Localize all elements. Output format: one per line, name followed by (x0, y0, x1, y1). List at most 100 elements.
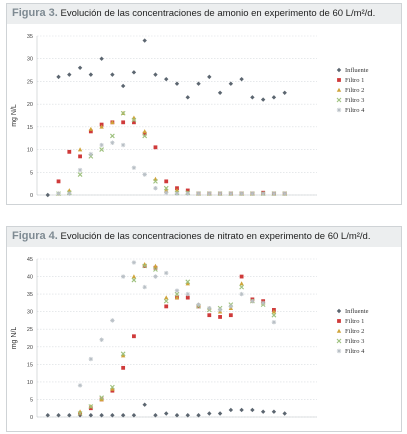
data-point (142, 38, 147, 43)
data-point (239, 284, 245, 290)
figure-3-panel: Figura 3. Evolución de las concentracion… (6, 3, 402, 205)
data-point (99, 142, 104, 148)
y-tick-label: 0 (30, 193, 33, 199)
data-point (260, 97, 266, 102)
data-point (164, 295, 169, 300)
data-point (271, 312, 277, 318)
data-point (239, 407, 244, 413)
data-point (185, 191, 190, 196)
legend-label: Influente (345, 308, 369, 315)
data-point (207, 305, 212, 311)
data-point (120, 351, 126, 357)
series-1 (45, 38, 287, 198)
data-point (67, 149, 72, 154)
data-point (110, 386, 115, 391)
data-point (142, 129, 147, 134)
data-point (56, 179, 61, 184)
data-point (131, 277, 137, 283)
legend-marker (336, 348, 342, 354)
data-point (56, 74, 61, 80)
data-point (132, 334, 136, 339)
legend-entry: Influente (336, 308, 369, 315)
series-1 (45, 402, 287, 418)
data-point (153, 72, 158, 77)
data-point (56, 413, 61, 418)
data-point (260, 409, 266, 414)
data-point (77, 167, 83, 173)
data-point (185, 291, 190, 297)
data-point (77, 65, 83, 70)
legend-marker (337, 319, 341, 323)
data-point (260, 300, 266, 306)
legend-marker (337, 78, 341, 82)
data-point (174, 191, 180, 196)
data-point (174, 81, 180, 86)
data-point (131, 413, 137, 418)
data-point (110, 120, 115, 125)
data-point (142, 133, 148, 139)
y-tick-label: 5 (30, 170, 33, 176)
y-tick-label: 40 (27, 275, 33, 281)
data-point (110, 72, 115, 77)
data-point (77, 383, 83, 388)
data-point (109, 384, 115, 390)
data-point (271, 320, 277, 325)
y-tick-label: 10 (27, 148, 33, 154)
data-point (164, 304, 169, 309)
data-point (67, 413, 72, 418)
data-point (239, 281, 244, 286)
data-point (217, 411, 223, 416)
data-point (282, 191, 287, 196)
y-tick-label: 15 (27, 125, 33, 131)
data-point (110, 413, 115, 418)
data-point (120, 413, 126, 418)
data-point (228, 191, 234, 196)
data-point (88, 151, 94, 157)
data-point (239, 291, 244, 297)
data-point (153, 267, 158, 272)
data-point (218, 315, 222, 319)
legend-entry: Influente (336, 67, 369, 74)
legend-marker (336, 67, 342, 73)
figure-3-chart: 0 5 10 15 20 25 30 35 mg N/L Influente Filtro 1 Fil… (11, 34, 369, 199)
data-point (185, 281, 190, 286)
figure-3-title: Figura 3. Evolución de las concentracion… (12, 7, 375, 19)
figure-3-title-text: Evolución de las concentraciones de amon… (60, 8, 376, 19)
data-point (271, 409, 277, 414)
data-point (99, 147, 105, 152)
legend-entry: Filtro 1 (337, 318, 364, 325)
legend-entry: Filtro 3 (336, 338, 364, 345)
y-tick-label: 0 (30, 415, 33, 421)
data-point (282, 411, 287, 416)
data-point (250, 191, 255, 196)
data-point (153, 185, 158, 191)
y-axis-label: mg N/L (11, 104, 18, 127)
data-point (153, 145, 158, 150)
data-point (142, 263, 148, 269)
legend-label: Filtro 3 (345, 338, 364, 345)
data-point (185, 279, 191, 285)
data-point (132, 120, 136, 125)
data-point (196, 81, 201, 86)
legend-entry: Filtro 2 (336, 87, 364, 94)
data-point (196, 191, 201, 196)
data-point (260, 191, 266, 196)
data-point (153, 263, 158, 268)
data-point (120, 83, 126, 89)
data-point (196, 413, 201, 418)
data-point (131, 274, 137, 279)
data-point (174, 288, 180, 293)
data-point (120, 274, 126, 279)
data-point (109, 133, 115, 139)
data-point (239, 274, 244, 279)
data-point (228, 304, 234, 309)
data-point (164, 190, 169, 195)
data-point (45, 192, 50, 198)
data-point (250, 298, 255, 304)
y-tick-label: 30 (27, 57, 33, 63)
y-tick-label: 20 (27, 102, 33, 108)
data-point (207, 191, 212, 196)
data-point (45, 413, 50, 418)
data-point (164, 76, 169, 82)
legend-marker (336, 87, 342, 92)
